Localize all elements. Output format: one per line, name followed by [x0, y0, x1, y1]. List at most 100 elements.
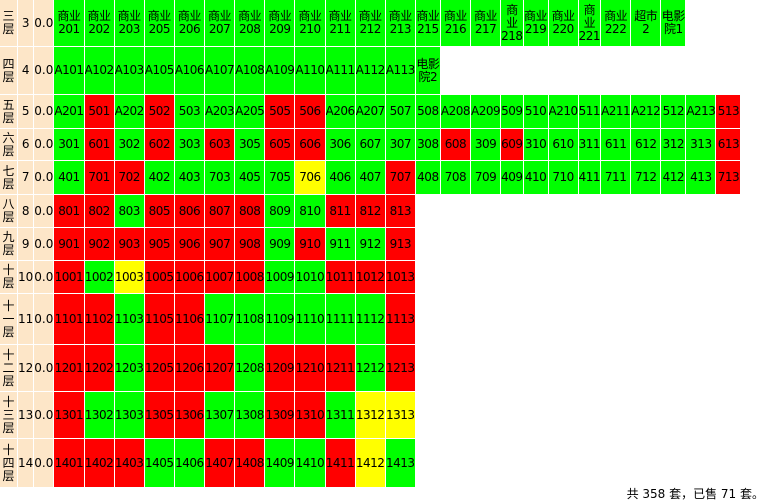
unit-cell: 609	[501, 129, 523, 160]
unit-cell: 1412	[355, 439, 385, 487]
unit-cell: 商业216	[440, 0, 470, 46]
unit-cell: 809	[265, 195, 295, 227]
unit-cell: A112	[355, 47, 385, 94]
floor-number: 11	[18, 294, 34, 344]
unit-cell: 909	[265, 228, 295, 260]
unit-cell: 306	[325, 129, 355, 160]
unit-cell: 1006	[174, 261, 204, 293]
unit-cell: A202	[114, 95, 144, 128]
floor-area: 0.0	[34, 195, 54, 227]
unit-cell: 1106	[174, 294, 204, 344]
unit-cell: 1205	[144, 345, 174, 391]
unit-cell: 801	[54, 195, 84, 227]
floor-row: 十一层 11 0.0 1101 1102 1103 1105 1106 1107 1108 1109…	[0, 294, 740, 344]
unit-cell: 708	[440, 161, 470, 194]
unit-cell: 706	[295, 161, 325, 194]
unit-cell: 商业208	[235, 0, 265, 46]
floor-label: 六层	[0, 129, 17, 160]
unit-cell: 411	[578, 161, 601, 194]
unit-cell: A212	[631, 95, 661, 128]
unit-cell: A203	[205, 95, 235, 128]
unit-cell: 913	[385, 228, 415, 260]
unit-cell: A105	[144, 47, 174, 94]
unit-cell: 508	[415, 95, 440, 128]
unit-cell: 1206	[174, 345, 204, 391]
unit-cell: 1207	[205, 345, 235, 391]
floor-area: 0.0	[34, 228, 54, 260]
unit-cell: 1211	[325, 345, 355, 391]
unit-cell: 1403	[114, 439, 144, 487]
unit-cell: 1202	[84, 345, 114, 391]
unit-cell: 511	[578, 95, 601, 128]
floor-label: 十三层	[0, 392, 17, 438]
unit-cell: 1312	[355, 392, 385, 438]
unit-cell: 1212	[355, 345, 385, 391]
unit-rows: 三层 3 0.0 商业201 商业202 商业203 商业205 商业206 商业207 商业20…	[0, 0, 741, 487]
unit-cell: 1407	[205, 439, 235, 487]
unit-cell: 1112	[355, 294, 385, 344]
unit-cell: A206	[325, 95, 355, 128]
unit-cell: 807	[205, 195, 235, 227]
floor-area: 0.0	[34, 345, 54, 391]
floor-number: 14	[18, 439, 34, 487]
unit-cell: 1401	[54, 439, 84, 487]
unit-cell: 1201	[54, 345, 84, 391]
floor-row: 十二层 12 0.0 1201 1202 1203 1205 1206 1207 1208 1209…	[0, 345, 740, 391]
unit-cell: 商业220	[548, 0, 578, 46]
unit-cell: 506	[295, 95, 325, 128]
floor-area: 0.0	[34, 261, 54, 293]
unit-cell: 813	[385, 195, 415, 227]
unit-cell: 超市2	[631, 0, 661, 46]
floor-row: 八层 8 0.0 801 802 803 805 806 807 808 809 810 811 812 8…	[0, 195, 740, 227]
unit-cell: 1307	[205, 392, 235, 438]
unit-cell: 商业201	[54, 0, 84, 46]
unit-cell: 408	[415, 161, 440, 194]
unit-cell: 1008	[235, 261, 265, 293]
unit-cell: 1209	[265, 345, 295, 391]
unit-cell: 901	[54, 228, 84, 260]
unit-cell: 1406	[174, 439, 204, 487]
unit-cell: 507	[385, 95, 415, 128]
unit-cell: 1111	[325, 294, 355, 344]
unit-cell: 705	[265, 161, 295, 194]
unit-cell: 402	[144, 161, 174, 194]
unit-cell: 908	[235, 228, 265, 260]
unit-cell: 613	[716, 129, 741, 160]
unit-cell: 607	[355, 129, 385, 160]
unit-cell: A109	[265, 47, 295, 94]
unit-cell: 603	[205, 129, 235, 160]
unit-cell: 407	[355, 161, 385, 194]
unit-cell: 709	[471, 161, 501, 194]
unit-cell: 1011	[325, 261, 355, 293]
unit-cell: 1410	[295, 439, 325, 487]
unit-cell: 1303	[114, 392, 144, 438]
unit-cell: 309	[471, 129, 501, 160]
floor-label: 十层	[0, 261, 17, 293]
unit-cell: 703	[205, 161, 235, 194]
floor-label: 八层	[0, 195, 17, 227]
unit-cell: A102	[84, 47, 114, 94]
unit-cell: 1013	[385, 261, 415, 293]
unit-cell: 812	[355, 195, 385, 227]
unit-cell: 1409	[265, 439, 295, 487]
unit-cell: 707	[385, 161, 415, 194]
unit-cell: 406	[325, 161, 355, 194]
unit-cell: A101	[54, 47, 84, 94]
unit-cell: 710	[548, 161, 578, 194]
unit-cell: A108	[235, 47, 265, 94]
floor-row: 九层 9 0.0 901 902 903 905 906 907 908 909 910 911 912 9…	[0, 228, 740, 260]
unit-cell: 商业219	[523, 0, 548, 46]
floor-number: 7	[18, 161, 34, 194]
unit-cell: 509	[501, 95, 523, 128]
floor-area: 0.0	[34, 294, 54, 344]
unit-cell: 商业212	[355, 0, 385, 46]
unit-cell: 307	[385, 129, 415, 160]
unit-cell: 1108	[235, 294, 265, 344]
unit-cell: 410	[523, 161, 548, 194]
unit-cell: 612	[631, 129, 661, 160]
unit-cell: A210	[548, 95, 578, 128]
floor-number: 5	[18, 95, 34, 128]
unit-cell: 907	[205, 228, 235, 260]
unit-cell: 601	[84, 129, 114, 160]
floor-row: 十层 10 0.0 1001 1002 1003 1005 1006 1007 1008 1009 1…	[0, 261, 740, 293]
